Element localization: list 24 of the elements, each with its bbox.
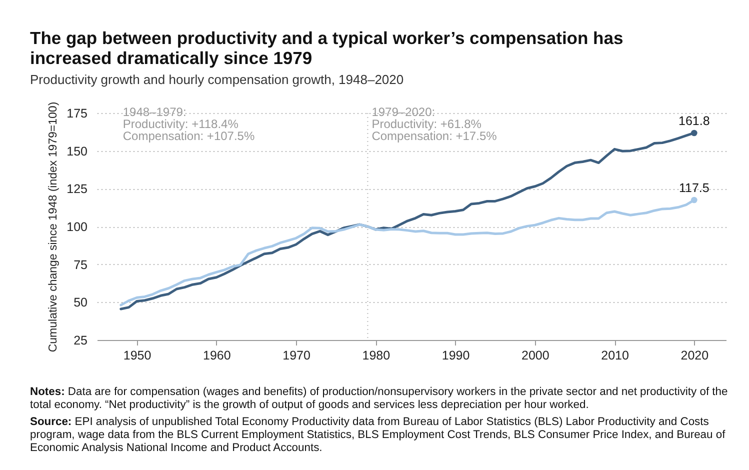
chart-subtitle: Productivity growth and hourly compensation growth, 1948–2020 (30, 72, 404, 87)
y-tick-label: 100 (66, 220, 88, 234)
y-tick-label: 150 (66, 144, 88, 158)
annotation: 1979–2020: Productivity: +61.8% Compensation: +17.5% (372, 105, 498, 143)
x-tick-label: 2010 (601, 348, 629, 362)
y-tick-label: 25 (74, 334, 88, 348)
y-tick-label: 125 (66, 182, 88, 196)
x-tick-label: 2000 (522, 348, 550, 362)
y-axis-title: Cumulative change since 1948 (index 1979=100) (48, 102, 60, 352)
x-tick-label: 1950 (123, 348, 152, 362)
text: Notes: Data are for compensation (wages and benefits) of production/nonsupervisory workers in the private sector and net productivity of the total economy. “Net productivity” is the growth of output of goods and services less depreciation per hour worked. (30, 386, 729, 412)
chart-title: The gap between productivity and a typical worker’s compensation has increased dramatically since 1979 (30, 28, 624, 68)
x-tick-label: 1980 (362, 348, 390, 362)
annotation: 1948–1979: Productivity: +118.4% Compensation: +107.5% (122, 105, 255, 143)
x-tick-label: 1970 (282, 348, 310, 362)
data-label: 117.5 (678, 181, 710, 196)
x-tick-label: 1960 (203, 348, 231, 362)
data-label: 161.8 (678, 114, 710, 128)
y-tick-label: 50 (74, 296, 88, 310)
source-note: Source: EPI analysis of unpublished Total Economy Productivity data from Bureau of Labor Statistics (BLS) Labor Productivity and Costs program, wage data from the BLS Current Employment Statistics, BLS Employment Cost Trends, BLS Consumer Price Index, and Bureau of Economic Analysis National Income and Product Accounts. (30, 416, 726, 455)
y-tick-label: 175 (66, 106, 88, 120)
x-tick-label: 1990 (442, 348, 470, 362)
y-tick-label: 75 (74, 258, 88, 272)
x-tick-label: 2020 (680, 348, 709, 362)
